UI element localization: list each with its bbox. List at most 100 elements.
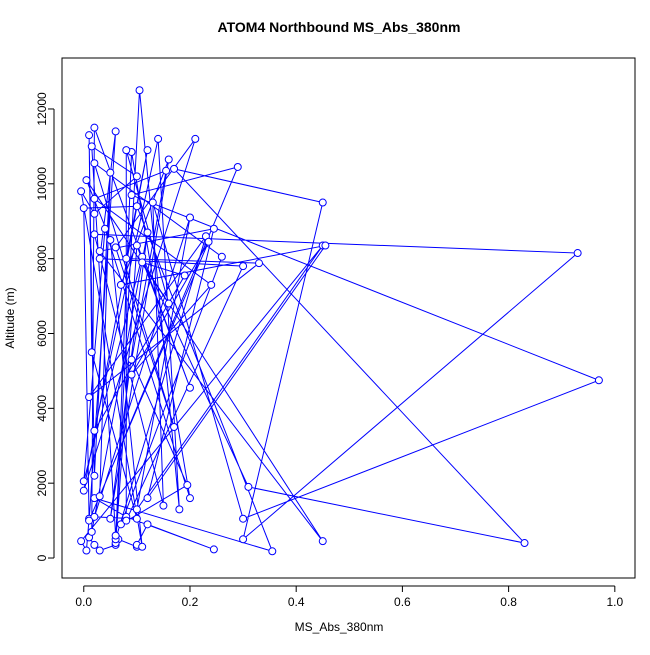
data-point [268,547,277,556]
data-point [154,134,163,143]
data-point [106,514,115,523]
data-point [138,542,147,551]
data-point [90,123,99,132]
data-point [148,198,157,207]
data-point [85,131,94,140]
data-point [239,262,248,271]
data-point [127,370,136,379]
data-point [207,280,216,289]
y-tick-label: 4000 [35,395,49,422]
data-point [90,471,99,480]
data-point [116,520,125,529]
data-point [95,492,104,501]
data-point [143,494,152,503]
x-tick-label: 1.0 [606,595,623,609]
data-point [239,535,248,544]
data-point [132,202,141,211]
x-tick-label: 0.6 [394,595,411,609]
y-tick-label: 10000 [35,167,49,201]
x-axis-label: MS_Abs_380nm [295,620,384,634]
data-point [132,514,141,523]
data-point [111,127,120,136]
data-point [183,481,192,490]
data-point [77,537,86,546]
data-point [255,259,264,268]
data-point [95,247,104,256]
data-point [101,224,110,233]
data-point [82,546,91,555]
data-point [180,271,189,280]
data-point [321,241,330,250]
x-tick-label: 0.4 [288,595,305,609]
data-point [170,164,179,173]
y-tick-label: 12000 [35,92,49,126]
data-point [77,187,86,196]
data-point [106,168,115,177]
data-point [143,520,152,529]
data-point [204,237,213,246]
data-point [143,228,152,237]
data-point [209,545,218,554]
data-point [175,505,184,514]
data-point [191,134,200,143]
data-point [111,531,120,540]
data-point [79,204,88,213]
data-point [233,162,242,171]
data-point [143,146,152,155]
data-point [111,243,120,252]
data-point [138,258,147,267]
data-point [132,505,141,514]
data-point [87,527,96,536]
data-point [90,159,99,168]
data-point [79,477,88,486]
data-point [90,194,99,203]
data-point [239,514,248,523]
data-point [122,516,131,525]
y-tick-label: 8000 [35,245,49,272]
data-point [127,191,136,200]
data-point [132,241,141,250]
data-point [217,252,226,261]
data-point [132,172,141,181]
data-point [164,299,173,308]
data-point [318,198,327,207]
plot-frame [61,57,636,579]
data-point [95,254,104,263]
data-point [122,254,131,263]
data-point [87,142,96,151]
data-point [159,501,168,510]
x-tick-label: 0.2 [182,595,199,609]
data-line [80,90,601,553]
data-point [209,224,218,233]
data-point [135,86,144,95]
data-point [244,482,253,491]
data-point [594,376,603,385]
data-point [164,155,173,164]
data-point [573,249,582,258]
chart-title: ATOM4 Northbound MS_Abs_380nm [218,19,461,35]
x-tick-label: 0.8 [500,595,517,609]
data-point [90,512,99,521]
data-point [82,176,91,185]
y-tick-label: 2000 [35,470,49,497]
data-point [87,348,96,357]
data-point [90,230,99,239]
data-point [127,355,136,364]
data-point [106,235,115,244]
data-point [95,546,104,555]
data-point [90,540,99,549]
data-point [85,516,94,525]
data-point [520,539,529,548]
data-point [85,393,94,402]
data-point [79,486,88,495]
x-tick-label: 0.0 [75,595,92,609]
data-point [170,423,179,432]
data-point [162,166,171,175]
y-axis-label: Altitude (m) [3,287,17,348]
data-point [116,280,125,289]
data-point [318,537,327,546]
data-point [185,383,194,392]
y-tick-label: 0 [35,554,49,561]
data-point [185,494,194,503]
